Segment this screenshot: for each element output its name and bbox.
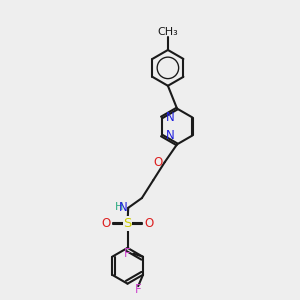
Text: H: H (115, 202, 123, 212)
Text: N: N (165, 111, 174, 124)
Text: F: F (124, 247, 131, 260)
Text: O: O (145, 217, 154, 230)
Text: N: N (165, 129, 174, 142)
Text: CH₃: CH₃ (158, 27, 178, 37)
Text: F: F (135, 283, 142, 296)
Text: O: O (153, 156, 162, 169)
Text: O: O (101, 217, 111, 230)
Text: S: S (123, 217, 132, 230)
Text: N: N (119, 201, 128, 214)
